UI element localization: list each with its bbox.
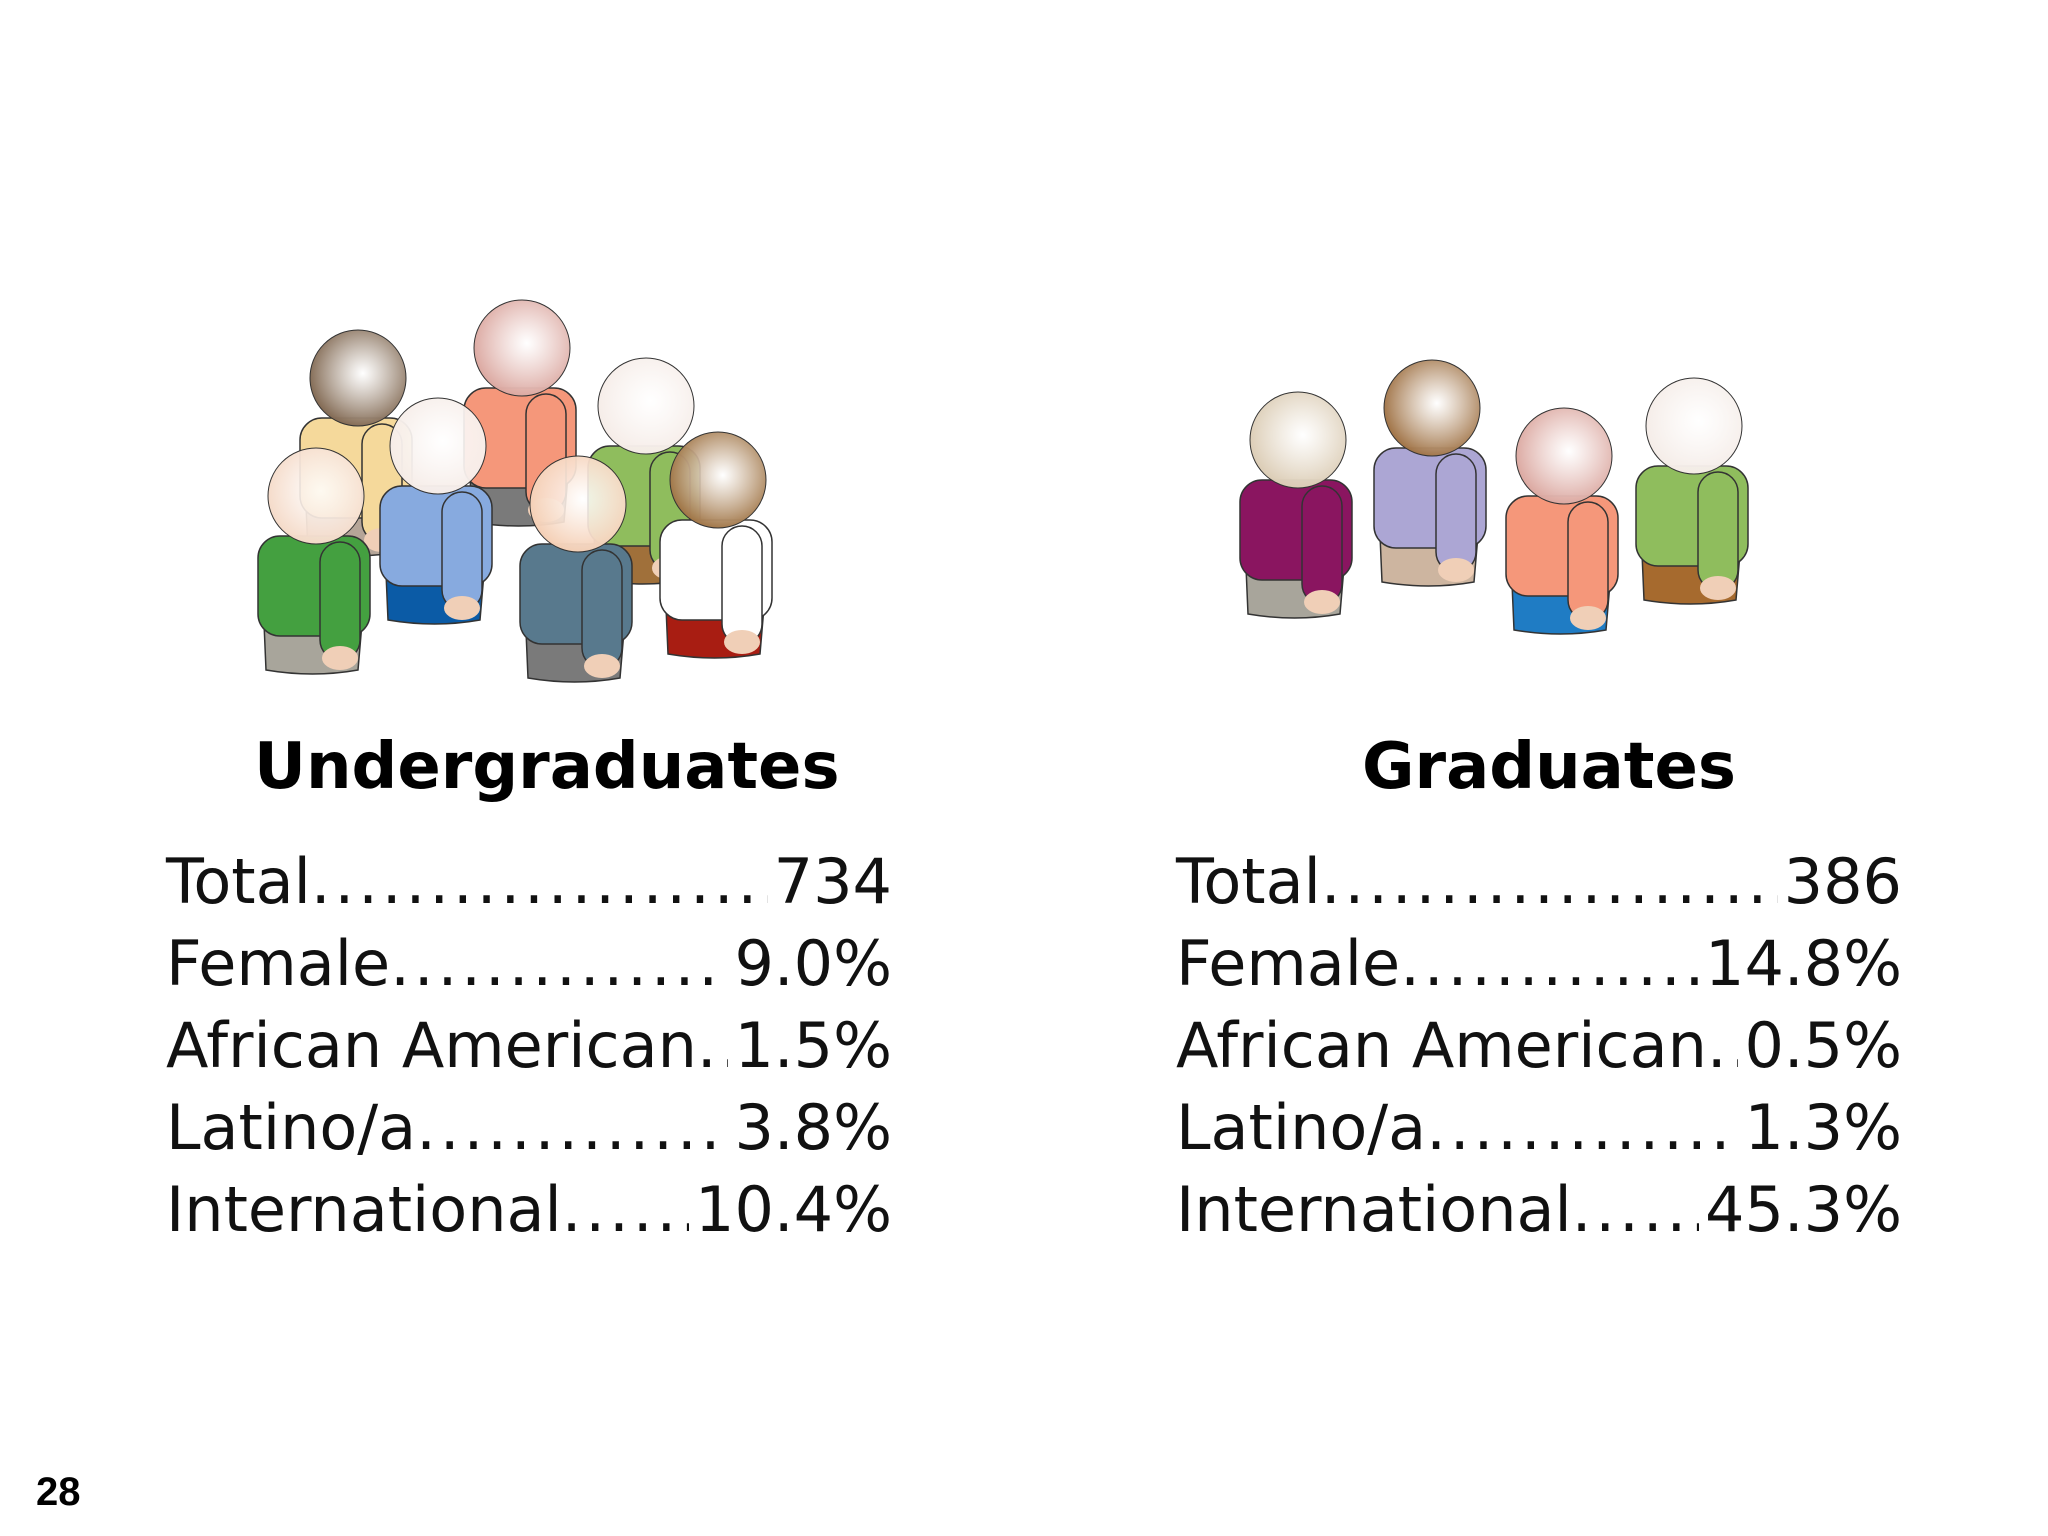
stat-row-total: Total 386 xyxy=(1176,845,1902,927)
person-figure-blue-shirt xyxy=(379,397,493,625)
stat-label: International xyxy=(166,1173,562,1246)
stat-row-latino: Latino/a 3.8% xyxy=(166,1091,892,1173)
person-figure-salmon-shirt xyxy=(1505,407,1619,635)
stat-value: 3.8% xyxy=(734,1091,892,1164)
dot-leader xyxy=(1321,845,1778,918)
person-figure-green-shirt-front xyxy=(257,447,371,675)
stat-label: Latino/a xyxy=(1176,1091,1427,1164)
stat-value: 386 xyxy=(1783,845,1902,918)
stat-row-female: Female 9.0% xyxy=(166,927,892,1009)
dot-leader xyxy=(311,845,768,918)
stat-value: 734 xyxy=(773,845,892,918)
dot-leader xyxy=(562,1173,689,1246)
graduates-stats-table: Total 386 Female 14.8% African American … xyxy=(1176,845,1902,1255)
stat-row-latino: Latino/a 1.3% xyxy=(1176,1091,1902,1173)
stat-value: 9.0% xyxy=(734,927,892,1000)
dot-leader xyxy=(1426,1091,1738,1164)
dot-leader xyxy=(416,1091,728,1164)
stat-row-international: International 45.3% xyxy=(1176,1173,1902,1255)
stat-label: Total xyxy=(166,845,311,918)
person-figure-white-shirt xyxy=(659,431,773,659)
stat-label: African American xyxy=(1176,1009,1707,1082)
stat-row-african-american: African American 0.5% xyxy=(1176,1009,1902,1091)
stat-value: 1.5% xyxy=(734,1009,892,1082)
dot-leader xyxy=(1400,927,1699,1000)
dot-leader xyxy=(1707,1009,1739,1082)
stat-label: African American xyxy=(166,1009,697,1082)
stat-label: International xyxy=(1176,1173,1572,1246)
stat-value: 14.8% xyxy=(1705,927,1902,1000)
stat-value: 1.3% xyxy=(1744,1091,1902,1164)
dot-leader xyxy=(697,1009,729,1082)
undergraduates-group-illustration xyxy=(236,280,796,710)
person-figure-green-shirt xyxy=(1635,377,1749,605)
stat-label: Female xyxy=(166,927,391,1000)
stat-value: 45.3% xyxy=(1705,1173,1902,1246)
page-number: 28 xyxy=(36,1470,81,1514)
person-figure-slate-shirt xyxy=(519,455,633,683)
graduates-heading: Graduates xyxy=(1362,730,1736,804)
stat-label: Total xyxy=(1176,845,1321,918)
dot-leader xyxy=(1572,1173,1699,1246)
stat-value: 0.5% xyxy=(1744,1009,1902,1082)
dot-leader xyxy=(390,927,728,1000)
person-figure-purple-shirt xyxy=(1239,391,1353,619)
person-figure-lavender-shirt xyxy=(1373,359,1487,587)
stat-row-total: Total 734 xyxy=(166,845,892,927)
stat-row-international: International 10.4% xyxy=(166,1173,892,1255)
stat-label: Female xyxy=(1176,927,1401,1000)
stat-row-female: Female 14.8% xyxy=(1176,927,1902,1009)
graduates-group-illustration xyxy=(1226,280,1796,710)
undergraduates-stats-table: Total 734 Female 9.0% African American 1… xyxy=(166,845,892,1255)
stat-row-african-american: African American 1.5% xyxy=(166,1009,892,1091)
undergraduates-heading: Undergraduates xyxy=(254,730,840,804)
stat-label: Latino/a xyxy=(166,1091,417,1164)
stat-value: 10.4% xyxy=(695,1173,892,1246)
